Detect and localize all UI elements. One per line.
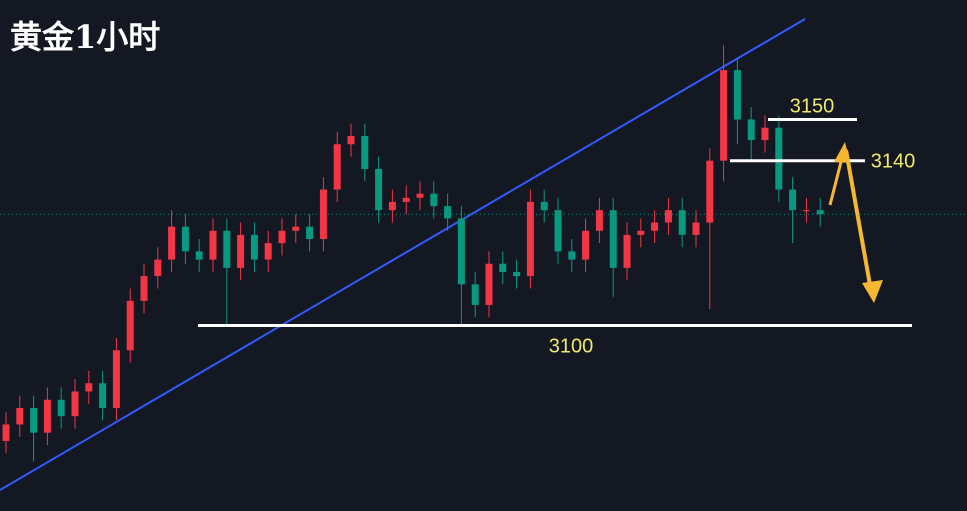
candle-body [347, 135, 355, 145]
candle-body [775, 127, 783, 190]
candle-body [540, 201, 548, 211]
candle-body [154, 259, 162, 277]
candle-body [554, 210, 562, 252]
candle-body [388, 201, 396, 211]
candle-body [16, 407, 24, 425]
candle-body [126, 300, 134, 351]
candle-body [99, 383, 107, 408]
candle-body [71, 391, 79, 417]
candle-body [733, 70, 741, 120]
down-arrow-shaft [844, 149, 872, 286]
candle-body [306, 226, 314, 240]
arrows [828, 142, 883, 303]
candle-body [623, 234, 631, 268]
candle-body [43, 399, 51, 433]
candle-body [789, 189, 797, 211]
candle-body [651, 222, 659, 231]
level-label: 3140 [871, 151, 916, 173]
candle-body [168, 226, 176, 260]
candle-body [30, 407, 38, 433]
candle-body [499, 263, 507, 272]
candle-body [430, 193, 438, 207]
candle-body [416, 193, 424, 198]
candle-body [761, 127, 769, 141]
candle-body [582, 230, 590, 260]
candle-body [802, 210, 810, 212]
candle-body [595, 210, 603, 231]
candle-body [471, 284, 479, 305]
candle-body [85, 383, 93, 392]
up-arrow-shaft [828, 157, 844, 206]
candle-body [223, 230, 231, 268]
candle-body [195, 251, 203, 260]
candle-body [402, 197, 410, 202]
candle-body [706, 160, 714, 223]
candle-body [319, 189, 327, 240]
chart-title: 黄金1小时 [10, 18, 160, 56]
candle-body [209, 230, 217, 260]
candle-body [485, 263, 493, 305]
candle-body [361, 135, 369, 169]
level-label: 3100 [549, 336, 594, 358]
candle-body [375, 168, 383, 211]
down-arrow-head [862, 280, 883, 303]
level-label: 3150 [790, 96, 835, 118]
candle-body [140, 276, 148, 301]
candle-body [264, 243, 272, 260]
candles [0, 45, 967, 462]
candle-body [678, 210, 686, 235]
candle-body [250, 234, 258, 260]
candle-body [526, 201, 534, 277]
candle-body [609, 210, 617, 268]
candle-body [568, 251, 576, 260]
candle-body [112, 350, 120, 408]
candle-body [720, 70, 728, 161]
candle-body [444, 206, 452, 219]
candle-body [2, 424, 10, 441]
candle-body [637, 230, 645, 235]
candle-body [237, 234, 245, 268]
candle-body [692, 222, 700, 235]
candle-body [57, 399, 65, 417]
trend-line [0, 18, 806, 491]
candle-body [181, 226, 189, 252]
candle-body [292, 226, 300, 231]
candle-body [333, 144, 341, 190]
candle-body [513, 271, 521, 277]
candle-body [664, 210, 672, 223]
candle-body [457, 218, 465, 285]
candle-body [816, 210, 824, 215]
candle-body [747, 119, 755, 141]
candle-body [278, 230, 286, 244]
